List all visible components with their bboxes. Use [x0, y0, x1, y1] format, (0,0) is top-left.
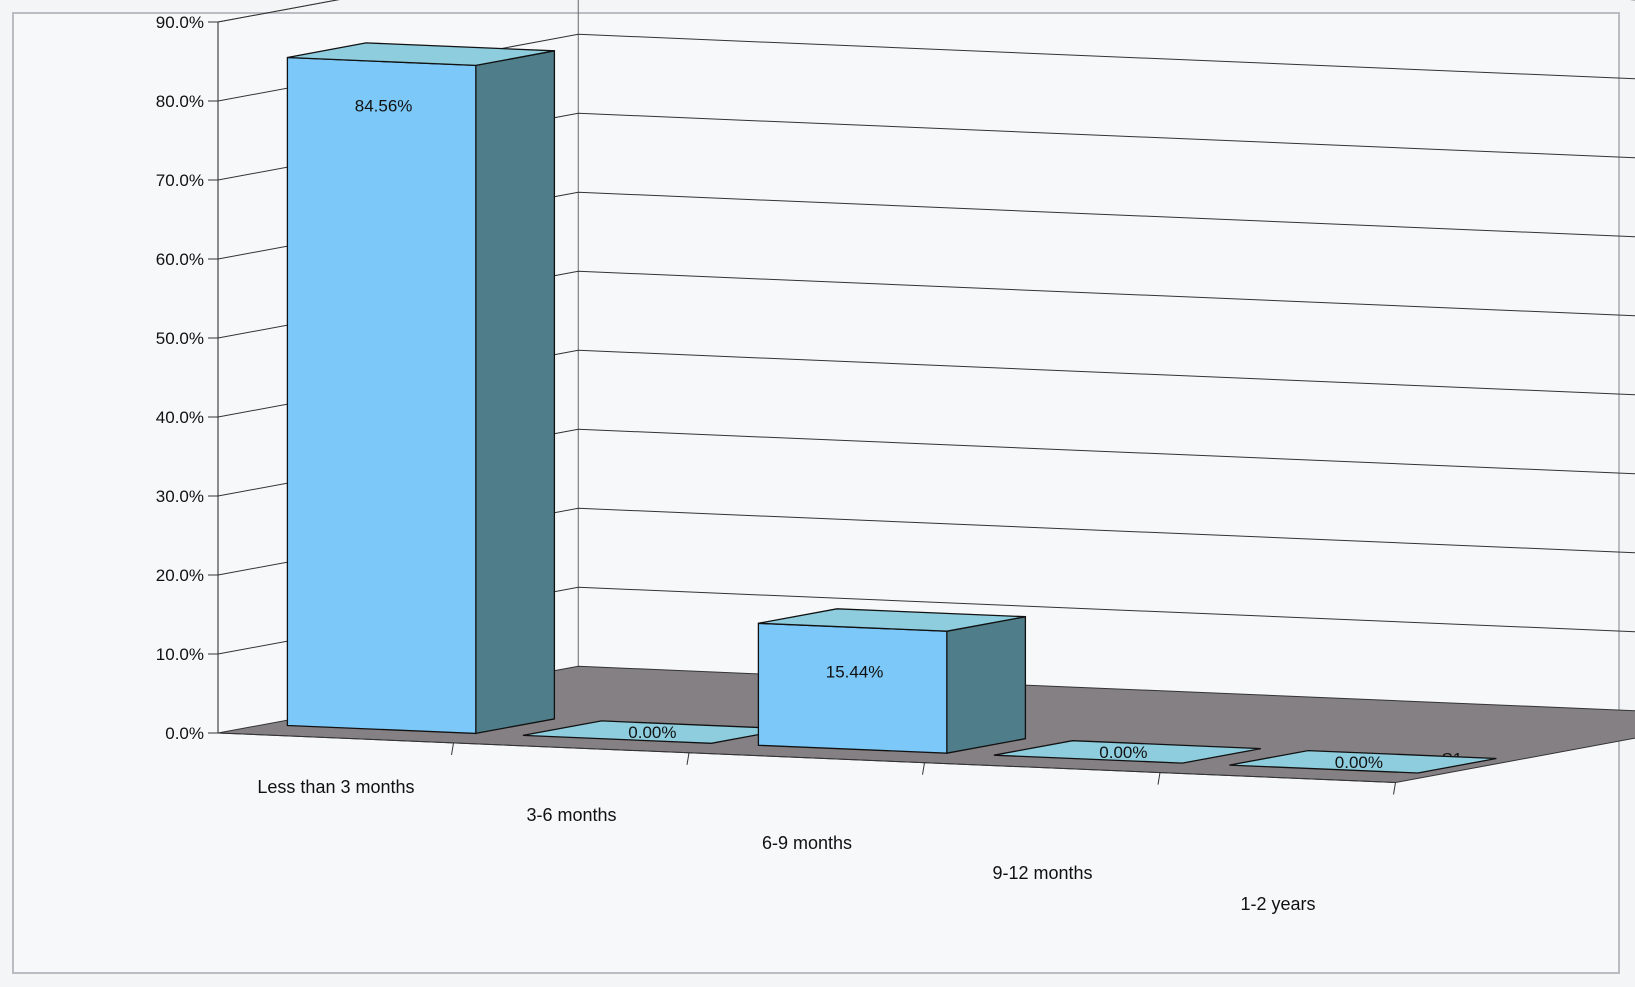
y-tick-label: 80.0%: [156, 92, 204, 111]
data-label: 15.44%: [826, 662, 884, 681]
bar: [993, 740, 1262, 764]
data-label: 0.00%: [628, 723, 676, 742]
x-tick-label: 1-2 years: [1240, 894, 1315, 914]
x-tick-mark: [686, 752, 690, 765]
bar-top: [993, 740, 1262, 764]
y-tick-label: 50.0%: [156, 329, 204, 348]
data-label: 84.56%: [355, 96, 413, 115]
category-axis-line: [217, 732, 1396, 783]
data-label: 0.00%: [1099, 743, 1147, 762]
x-axis: Less than 3 months 3-6 months 6-9 months 9-…: [217, 732, 1462, 914]
y-tick-label: 0.0%: [165, 724, 204, 743]
x-tick-mark: [451, 742, 454, 755]
y-tick-label: 40.0%: [156, 408, 204, 427]
x-tick-mark: [1157, 772, 1161, 785]
bar-top: [287, 42, 555, 67]
bar: [1229, 749, 1497, 774]
x-tick-mark: [1393, 782, 1396, 795]
bar-top: [1229, 749, 1497, 774]
bar: [757, 608, 1027, 754]
x-tick-label: 9-12 months: [992, 863, 1092, 883]
x-tick-mark: [922, 762, 925, 775]
y-tick-label: 90.0%: [156, 13, 204, 32]
y-tick-label: 70.0%: [156, 171, 204, 190]
bar-side: [475, 50, 556, 735]
bar-top: [758, 608, 1026, 632]
bar-front: [286, 56, 477, 735]
x-tick-label: Less than 3 months: [257, 777, 414, 797]
y-tick-label: 30.0%: [156, 487, 204, 506]
bar: [286, 42, 556, 735]
y-axis: 0.0% 10.0% 20.0% 30.0% 40.0% 50.0% 60.0% 70.0% 8…: [156, 13, 218, 743]
bar-side: [946, 615, 1027, 754]
chart-walls: [217, 0, 1635, 733]
y-tick-label: 60.0%: [156, 250, 204, 269]
chart-frame: [12, 12, 1620, 974]
y-tick-label: 10.0%: [156, 645, 204, 664]
gridline: [217, 0, 1635, 23]
labels: 84.56% 0.00% 15.44% 0.00% 0.00%: [355, 96, 1383, 771]
data-label: 0.00%: [1335, 753, 1383, 772]
x-tick-label: 3-6 months: [526, 805, 616, 825]
y-tick-label: 20.0%: [156, 566, 204, 585]
bars: [286, 42, 1497, 774]
bar-front: [757, 622, 948, 754]
x-tick-label: 6-9 months: [762, 833, 852, 853]
